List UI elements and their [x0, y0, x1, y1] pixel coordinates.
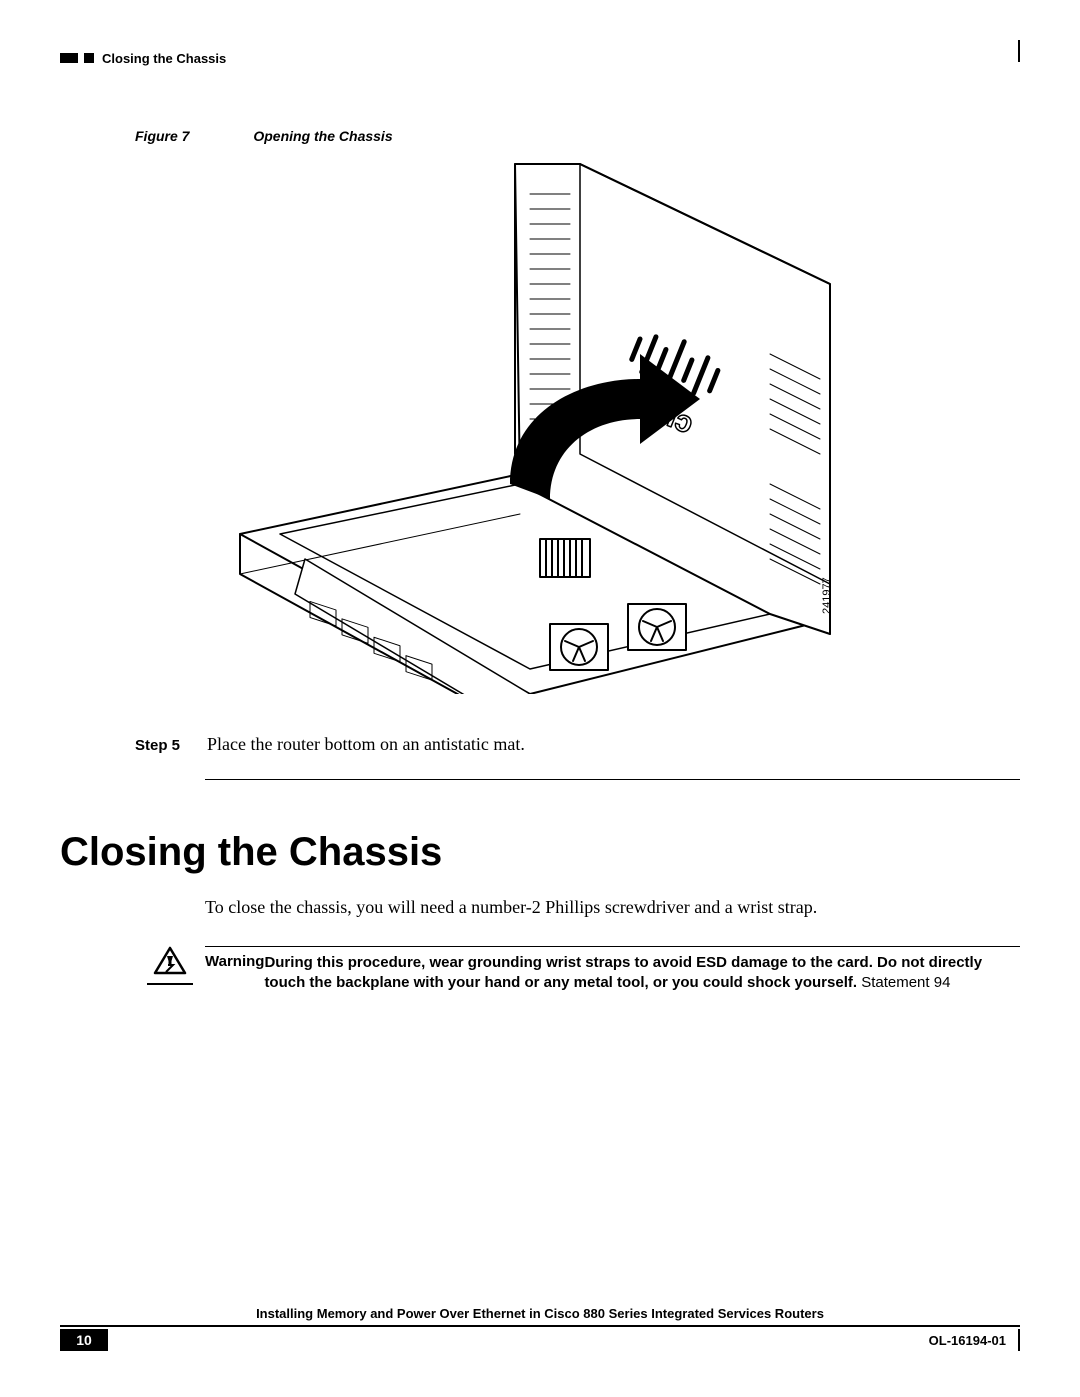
warning-block: Warning During this procedure, wear grou… [135, 946, 1020, 994]
section-divider [205, 779, 1020, 780]
running-head: Closing the Chassis [102, 51, 226, 66]
step-text: Place the router bottom on an antistatic… [207, 734, 525, 755]
warning-text: During this procedure, wear grounding wr… [264, 953, 1020, 994]
step-label: Step 5 [135, 737, 207, 754]
warning-top-rule [205, 946, 1020, 947]
page-number: 10 [60, 1329, 108, 1351]
header-marker-large [60, 53, 78, 63]
footer-doc-title: Installing Memory and Power Over Etherne… [60, 1306, 1020, 1327]
figure-caption: Figure 7 Opening the Chassis [135, 128, 1020, 144]
header-marker-small [84, 53, 94, 63]
figure-label: Figure 7 [135, 128, 189, 144]
section-intro: To close the chassis, you will need a nu… [205, 897, 1020, 918]
warning-icon [153, 946, 187, 976]
warning-icon-underline [147, 983, 193, 985]
figure-illustration: cisco 241977 [210, 154, 850, 694]
page-header-bar: Closing the Chassis [60, 48, 1020, 68]
illustration-id: 241977 [821, 577, 833, 614]
footer-doc-id: OL-16194-01 [929, 1333, 1012, 1348]
warning-trailing: Statement 94 [857, 974, 950, 991]
page-footer: Installing Memory and Power Over Etherne… [60, 1306, 1020, 1353]
warning-label: Warning [205, 953, 264, 994]
step-row: Step 5 Place the router bottom on an ant… [135, 734, 1020, 755]
section-heading: Closing the Chassis [60, 830, 1020, 875]
crop-mark-top-right [1018, 40, 1020, 62]
figure-title: Opening the Chassis [253, 128, 392, 144]
crop-mark-bottom-right [1018, 1329, 1020, 1351]
